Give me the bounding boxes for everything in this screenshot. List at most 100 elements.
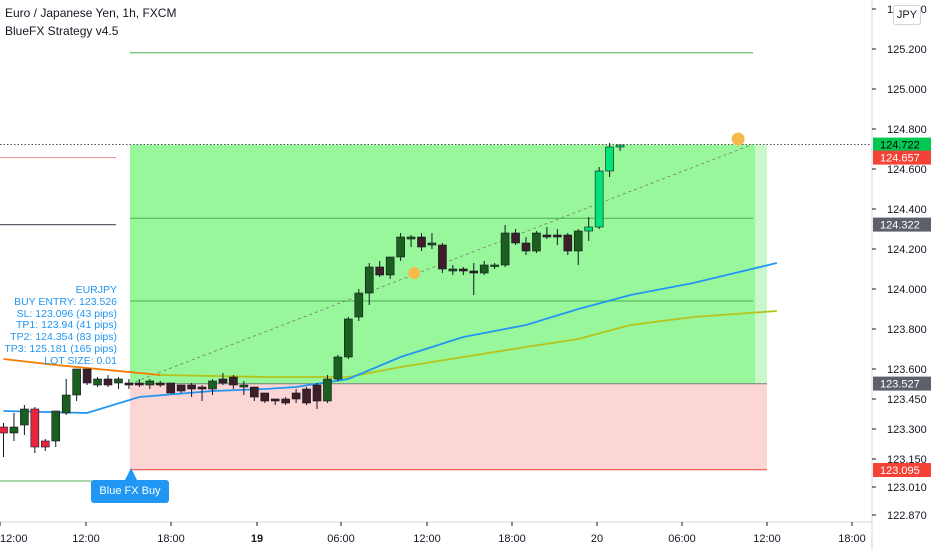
price-tick-label: 124.400 — [887, 204, 927, 216]
candle-body — [281, 398, 290, 404]
candle-body — [406, 236, 416, 240]
candle-body — [302, 388, 311, 404]
price-tick-label: 123.800 — [887, 324, 927, 336]
trade-info-symbol: EURJPY — [75, 284, 117, 296]
price-label-bg — [873, 137, 931, 152]
candle-body — [166, 382, 175, 394]
candle-body — [490, 264, 499, 267]
time-tick-label: 18:00 — [838, 533, 866, 545]
trade-info-lot-size: LOT SIZE: 0.01 — [44, 354, 117, 367]
price-tick-label: 124.800 — [887, 124, 927, 136]
time-tick-label: 06:00 — [327, 533, 355, 545]
orange-ma-line — [3, 358, 161, 376]
candle-body — [155, 382, 165, 386]
signal-dot — [731, 132, 745, 146]
candle-body — [61, 394, 71, 414]
time-tick-label: 12:00 — [753, 533, 781, 545]
candle-body — [260, 392, 270, 402]
price-label-bg — [873, 463, 931, 477]
price-tick-label: 124.000 — [887, 284, 927, 296]
price-label-bg — [873, 150, 931, 165]
candle-body — [270, 398, 280, 402]
candle-body — [458, 268, 468, 272]
candle-body — [479, 264, 489, 274]
price-tick-label: 123.600 — [887, 364, 927, 376]
candle-body — [9, 426, 19, 434]
candle-body — [385, 256, 395, 276]
trade-info-sl: SL: 123.096 (43 pips) — [16, 307, 117, 320]
candle-body — [145, 380, 155, 386]
candle-body — [417, 236, 426, 248]
price-label: 124.322 — [880, 220, 920, 232]
candle-body — [323, 378, 332, 402]
candle-body — [176, 384, 186, 392]
time-tick-label: 06:00 — [668, 533, 696, 545]
candle-body — [82, 368, 92, 384]
time-tick-label: 12:00 — [0, 533, 28, 545]
candle-body — [542, 234, 552, 238]
candle-body — [218, 378, 228, 384]
price-tick-label: 124.200 — [887, 244, 927, 256]
candle-body — [187, 384, 196, 390]
time-tick-label: 20 — [591, 533, 603, 545]
candle-body — [124, 382, 134, 386]
candle-body — [448, 268, 458, 272]
candle-body — [354, 292, 364, 318]
currency-button[interactable]: JPY — [893, 5, 921, 25]
candle-body — [197, 386, 207, 390]
candle-body — [312, 384, 322, 402]
fast-ma-line — [3, 262, 778, 414]
price-tick-label: 125.000 — [887, 84, 927, 96]
candle-body — [615, 144, 625, 148]
candle-body — [30, 408, 40, 448]
indicator-name[interactable]: BlueFX Strategy v4.5 — [5, 24, 119, 38]
candle-body — [521, 242, 531, 252]
candle-body — [573, 230, 583, 252]
buy-signal-badge[interactable]: Blue FX Buy — [91, 480, 169, 503]
candle-body — [51, 410, 61, 442]
candle-body — [584, 226, 594, 232]
buy-signal-arrow — [125, 468, 137, 480]
time-tick-label: 18:00 — [157, 533, 185, 545]
candle-body — [229, 376, 238, 386]
candle-body — [0, 426, 8, 434]
candle-body — [250, 386, 259, 398]
price-tick-label: 124.600 — [887, 164, 927, 176]
price-tick-label: 125.200 — [887, 44, 927, 56]
candle-body — [135, 382, 144, 386]
candle-body — [239, 384, 249, 388]
target-zone-extension — [755, 144, 767, 384]
candle-body — [291, 392, 301, 400]
candle-body — [594, 170, 604, 228]
candle-body — [333, 356, 343, 380]
candle-body — [511, 232, 520, 244]
price-label: 123.527 — [880, 379, 920, 391]
symbol-title[interactable]: Euro / Japanese Yen, 1h, FXCM — [5, 6, 177, 20]
price-label: 123.095 — [880, 465, 920, 477]
trade-info-tp3: TP3: 125.181 (165 pips) — [4, 342, 117, 355]
candle-body — [20, 408, 29, 426]
price-label: 124.722 — [880, 140, 920, 152]
time-tick-label: 12:00 — [72, 533, 100, 545]
time-tick-label: 18:00 — [498, 533, 526, 545]
candle-body — [375, 266, 385, 276]
candle-body — [72, 368, 81, 396]
time-tick-label: 12:00 — [413, 533, 441, 545]
candle-body — [563, 234, 573, 252]
price-label: 124.657 — [880, 153, 920, 165]
candle-body — [103, 378, 113, 386]
slow-ma-line — [160, 310, 777, 378]
trade-info-panel: EURJPY BUY ENTRY: 123.526 SL: 123.096 (4… — [4, 284, 117, 368]
candle-body — [605, 146, 614, 172]
candle-body — [208, 380, 217, 390]
price-tick-label: 123.450 — [887, 394, 927, 406]
trade-info-tp2: TP2: 124.354 (83 pips) — [10, 331, 117, 344]
candle-body — [93, 378, 102, 386]
candle-body — [427, 242, 437, 246]
candle-body — [500, 232, 510, 266]
trade-info-buy-entry: BUY ENTRY: 123.526 — [14, 295, 117, 308]
candle-body — [344, 318, 353, 358]
candle-body — [114, 378, 123, 384]
candle-body — [364, 266, 374, 294]
